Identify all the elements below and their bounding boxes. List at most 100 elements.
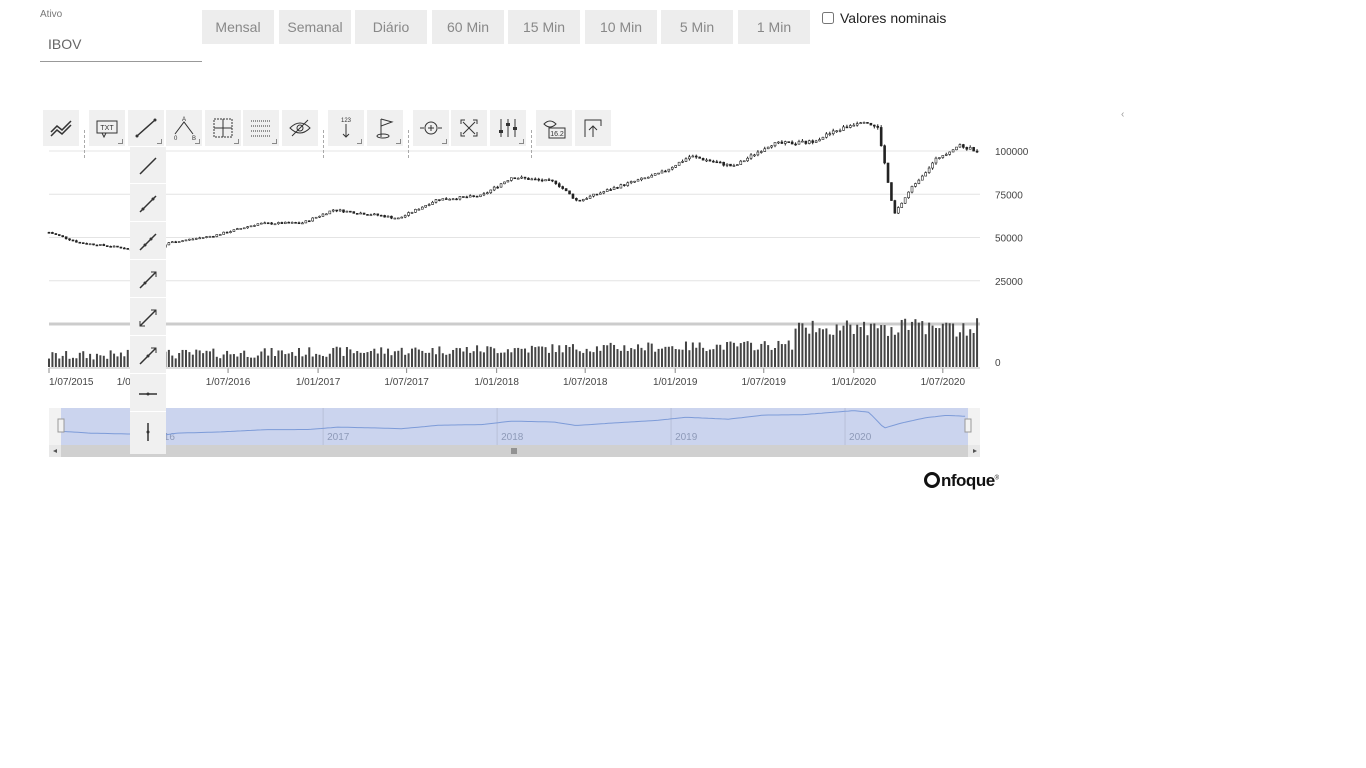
parallel-line-icon[interactable] — [130, 337, 166, 374]
navigator-handle[interactable] — [964, 418, 972, 433]
vertical-line-icon[interactable] — [130, 413, 166, 450]
count-icon[interactable]: 123 — [328, 110, 364, 146]
volume-bar — [934, 327, 937, 367]
period-weekly-button[interactable]: Semanal — [279, 10, 351, 44]
candle-body — [236, 228, 239, 230]
fibonacci-icon[interactable]: A 0 B — [166, 110, 202, 146]
segment-icon[interactable] — [130, 147, 166, 184]
volume-bar — [417, 349, 420, 367]
candle-body — [174, 241, 178, 244]
period-1min-button[interactable]: 1 Min — [738, 10, 810, 44]
period-15min-button[interactable]: 15 Min — [508, 10, 580, 44]
volume-bar — [746, 341, 749, 367]
volume-bar — [92, 359, 95, 367]
volume-bar — [589, 351, 592, 367]
nominal-values-toggle[interactable]: Valores nominais — [822, 10, 946, 26]
fullscreen-icon[interactable] — [451, 110, 487, 146]
volume-bar — [383, 353, 386, 367]
candle-body — [64, 236, 68, 240]
volume-bar — [774, 348, 777, 367]
volume-bar — [541, 346, 544, 367]
arrow-line-icon[interactable] — [130, 223, 166, 260]
period-daily-button[interactable]: Diário — [355, 10, 427, 44]
candle-body — [397, 217, 400, 220]
asset-input[interactable] — [40, 26, 202, 62]
candle-body — [664, 170, 667, 173]
volume-bar — [760, 343, 763, 367]
collapse-panel-icon[interactable]: ‹ — [1121, 109, 1125, 120]
volume-bar — [236, 356, 239, 367]
volume-bar — [335, 346, 338, 367]
candle-body — [763, 148, 767, 152]
candle-body — [57, 234, 61, 236]
indicators-icon[interactable] — [43, 110, 79, 146]
horizontal-line-icon[interactable] — [130, 375, 166, 412]
candle-body — [766, 146, 770, 150]
candle-body — [670, 167, 674, 170]
candle-body — [400, 216, 404, 219]
candle-body — [270, 222, 273, 225]
scroll-right-icon[interactable] — [973, 449, 977, 453]
settings-icon[interactable] — [490, 110, 526, 146]
volume-bar — [948, 323, 951, 367]
text-annotation-icon[interactable]: TXT — [89, 110, 125, 146]
period-10min-button[interactable]: 10 Min — [585, 10, 657, 44]
candle-body — [335, 209, 338, 212]
info-line-icon[interactable] — [130, 299, 166, 336]
label-value-icon[interactable]: 16.2 — [536, 110, 572, 146]
volume-bar — [263, 348, 266, 367]
svg-text:TXT: TXT — [100, 125, 114, 132]
extended-line-icon[interactable] — [130, 261, 166, 298]
flag-icon[interactable] — [367, 110, 403, 146]
volume-bar — [202, 353, 205, 367]
navigator[interactable]: 20162017201820192020 — [49, 408, 980, 457]
grid-icon[interactable] — [243, 110, 279, 146]
volume-bar — [801, 323, 804, 367]
period-60min-button[interactable]: 60 Min — [432, 10, 504, 44]
measure-icon[interactable] — [205, 110, 241, 146]
volume-bar — [215, 356, 218, 367]
candle-body — [869, 122, 873, 126]
candle-body — [359, 212, 362, 215]
nominal-values-checkbox[interactable] — [822, 12, 834, 24]
zoom-icon[interactable] — [413, 110, 449, 146]
volume-bar — [791, 349, 794, 367]
candle-body — [849, 125, 852, 128]
volume-bar — [856, 324, 859, 367]
save-icon[interactable] — [575, 110, 611, 146]
volume-bar — [575, 349, 578, 367]
volume-bar — [301, 356, 304, 367]
volume-bar — [479, 351, 482, 367]
period-monthly-button[interactable]: Mensal — [202, 10, 274, 44]
x-tick-label: 1/07/2015 — [49, 377, 94, 388]
volume-bar — [582, 352, 585, 367]
navigator-year-label: 2019 — [675, 432, 698, 443]
candle-body — [975, 150, 979, 153]
candle-body — [218, 234, 222, 236]
volume-bar — [547, 352, 550, 367]
volume-bar — [825, 328, 828, 367]
candle-body — [842, 126, 845, 131]
candle-body — [188, 238, 191, 241]
scroll-left-icon[interactable] — [53, 449, 57, 453]
candle-body — [294, 222, 297, 224]
candle-body — [879, 127, 883, 147]
candle-body — [753, 154, 756, 157]
candle-body — [862, 122, 866, 124]
period-5min-button[interactable]: 5 Min — [661, 10, 733, 44]
candle-body — [807, 140, 811, 144]
candle-body — [318, 215, 321, 218]
candle-body — [260, 222, 263, 225]
candle-body — [99, 244, 102, 246]
ray-icon[interactable] — [130, 185, 166, 222]
volume-bar — [866, 335, 869, 367]
volume-bar — [739, 343, 742, 367]
line-tool-icon[interactable] — [128, 110, 164, 146]
candle-body — [102, 244, 106, 246]
navigator-handle[interactable] — [57, 418, 65, 433]
candle-body — [225, 231, 229, 234]
candle-body — [181, 240, 184, 242]
candle-body — [657, 172, 660, 175]
hide-icon[interactable] — [282, 110, 318, 146]
